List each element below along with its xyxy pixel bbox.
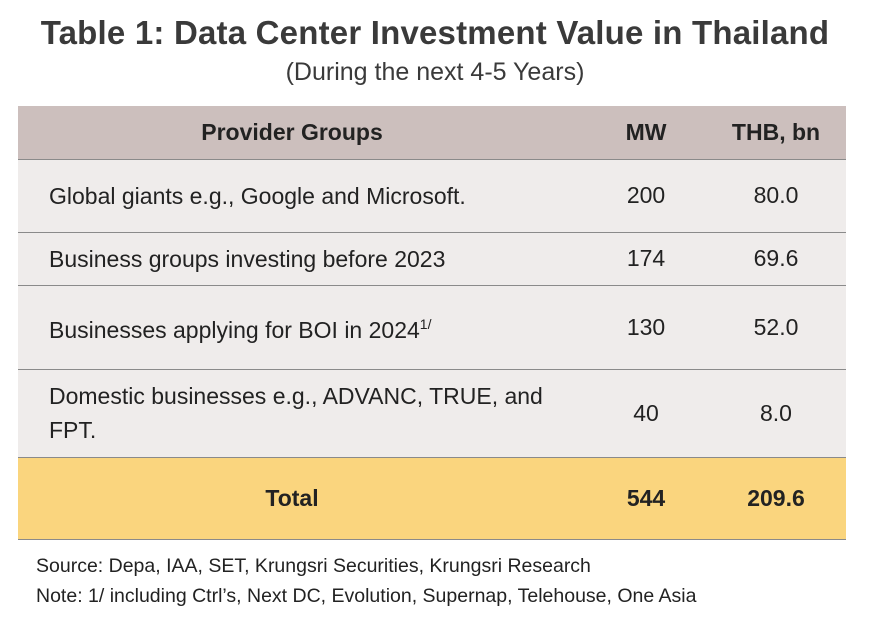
- mw-cell: 174: [626, 245, 666, 271]
- footnote-text: Note: 1/ including Ctrl’s, Next DC, Evol…: [36, 585, 697, 607]
- thb-cell: 69.6: [753, 245, 799, 271]
- mw-cell: 40: [633, 399, 659, 426]
- provider-group-cell: Domestic businesses e.g., ADVANC, TRUE, …: [49, 383, 543, 443]
- table-row: Business groups investing before 2023 17…: [18, 232, 846, 285]
- total-thb: 209.6: [747, 484, 805, 511]
- provider-group-cell: Business groups investing before 2023: [49, 245, 446, 272]
- thb-cell: 80.0: [753, 182, 799, 208]
- table-row: Global giants e.g., Google and Microsoft…: [18, 159, 846, 232]
- provider-group-cell: Global giants e.g., Google and Microsoft…: [49, 182, 466, 209]
- mw-cell: 200: [626, 182, 666, 208]
- table-header-row: Provider Groups MW THB, bn: [18, 106, 846, 160]
- footnote-marker: 1/: [419, 316, 432, 332]
- header-thb: THB, bn: [706, 106, 846, 160]
- total-label: Total: [265, 484, 319, 511]
- source-note: Source: Depa, IAA, SET, Krungsri Securit…: [36, 555, 591, 577]
- table-row: Businesses applying for BOI in 20241/ 13…: [18, 285, 846, 369]
- footnotes: Source: Depa, IAA, SET, Krungsri Securit…: [36, 551, 696, 611]
- header-provider-groups: Provider Groups: [18, 106, 586, 160]
- table-row: Domestic businesses e.g., ADVANC, TRUE, …: [18, 369, 846, 457]
- page-subtitle: (During the next 4-5 Years): [285, 58, 585, 86]
- thb-cell: 8.0: [760, 399, 792, 426]
- page-title: Table 1: Data Center Investment Value in…: [40, 14, 830, 51]
- mw-cell: 130: [626, 313, 666, 340]
- total-mw: 544: [626, 484, 666, 511]
- total-row: Total 544 209.6: [18, 457, 846, 539]
- investment-table: Provider Groups MW THB, bn Global giants…: [18, 106, 846, 540]
- thb-cell: 52.0: [753, 313, 799, 340]
- header-mw: MW: [586, 106, 706, 160]
- provider-group-cell: Businesses applying for BOI in 20241/: [18, 285, 586, 369]
- provider-group-text: Businesses applying for BOI in 2024: [49, 317, 420, 343]
